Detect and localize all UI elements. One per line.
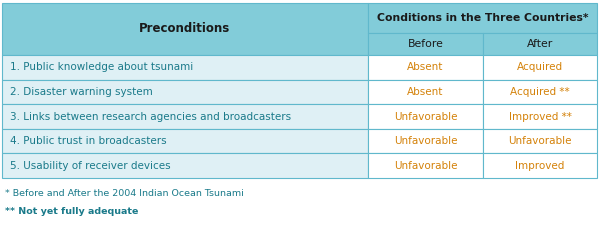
Text: Unfavorable: Unfavorable: [394, 112, 457, 122]
Text: Absent: Absent: [407, 62, 444, 72]
Bar: [2, 80, 368, 104]
Text: Absent: Absent: [407, 87, 444, 97]
Bar: [483, 153, 597, 178]
Bar: [368, 80, 483, 104]
Bar: [2, 153, 368, 178]
Bar: [483, 129, 597, 153]
Text: 1. Public knowledge about tsunami: 1. Public knowledge about tsunami: [10, 62, 193, 72]
Bar: [368, 3, 597, 33]
Text: Acquired **: Acquired **: [510, 87, 570, 97]
Bar: [483, 104, 597, 129]
Bar: [483, 55, 597, 80]
Text: After: After: [527, 39, 553, 49]
Text: 2. Disaster warning system: 2. Disaster warning system: [10, 87, 153, 97]
Bar: [368, 153, 483, 178]
Text: Unfavorable: Unfavorable: [394, 161, 457, 171]
Bar: [368, 129, 483, 153]
Bar: [368, 104, 483, 129]
Bar: [2, 129, 368, 153]
Text: 3. Links between research agencies and broadcasters: 3. Links between research agencies and b…: [10, 112, 291, 122]
Text: * Before and After the 2004 Indian Ocean Tsunami: * Before and After the 2004 Indian Ocean…: [5, 188, 244, 198]
Bar: [2, 3, 368, 55]
Bar: [483, 33, 597, 55]
Text: Acquired: Acquired: [517, 62, 563, 72]
Text: Unfavorable: Unfavorable: [394, 136, 457, 146]
Text: Improved: Improved: [515, 161, 565, 171]
Text: 5. Usability of receiver devices: 5. Usability of receiver devices: [10, 161, 171, 171]
Bar: [483, 80, 597, 104]
Text: Preconditions: Preconditions: [140, 22, 231, 36]
Text: Conditions in the Three Countries*: Conditions in the Three Countries*: [377, 13, 588, 23]
Text: ** Not yet fully adequate: ** Not yet fully adequate: [5, 207, 138, 216]
Bar: [2, 55, 368, 80]
Text: Improved **: Improved **: [509, 112, 571, 122]
Text: 4. Public trust in broadcasters: 4. Public trust in broadcasters: [10, 136, 167, 146]
Bar: [368, 55, 483, 80]
Text: Before: Before: [407, 39, 443, 49]
Bar: [2, 104, 368, 129]
Text: Unfavorable: Unfavorable: [508, 136, 572, 146]
Bar: [368, 33, 483, 55]
